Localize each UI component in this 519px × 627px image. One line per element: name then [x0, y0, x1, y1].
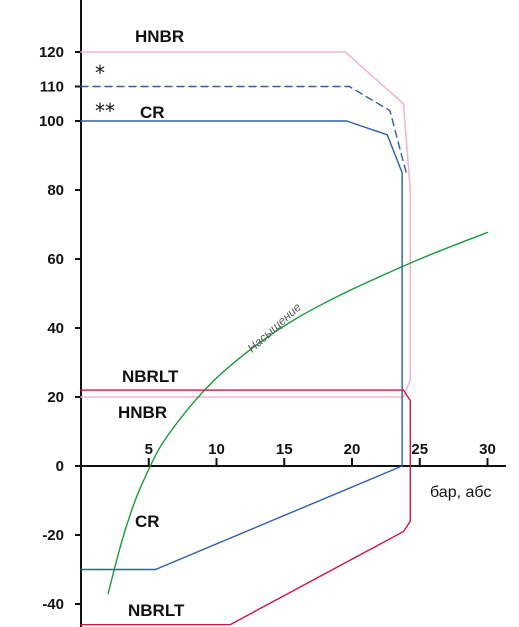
x-tick-label: 10	[208, 441, 225, 458]
label-layer: HNBR CR NBRLT HNBR CR NBRLT * ** бар, аб…	[95, 27, 491, 620]
x-tick-label: 25	[411, 441, 428, 458]
y-tick-label: 0	[56, 458, 64, 475]
x-tick-label: 20	[344, 441, 361, 458]
saturation-curve	[107, 231, 489, 595]
saturation-label: Насыщение	[245, 300, 304, 355]
x-tick-label: 15	[276, 441, 293, 458]
hnbr-bottom-label: HNBR	[118, 403, 167, 422]
nbrlt-curve	[80, 389, 411, 626]
y-tick-label: 110	[40, 79, 64, 96]
tick-layer: 120 110 100 80 60 40 20 0 -20 -40 5 10 15 20 25 30	[39, 44, 496, 613]
x-axis-title: бар, абс	[430, 484, 491, 501]
asterisk-single: *	[95, 61, 105, 85]
y-tick-label: 40	[47, 320, 64, 337]
y-tick-label: -40	[42, 596, 64, 613]
curve-layer	[80, 51, 489, 626]
cr-bottom-label: CR	[135, 512, 160, 531]
cr_dashed-curve	[80, 85, 407, 174]
y-tick-label: -20	[42, 527, 64, 544]
asterisk-double: **	[95, 99, 115, 123]
nbrlt-top-label: NBRLT	[122, 367, 179, 386]
y-tick-label: 120	[39, 44, 64, 61]
x-tick-label: 5	[145, 441, 153, 458]
hnbr-curve	[80, 51, 412, 398]
nbrlt-bottom-label: NBRLT	[128, 601, 185, 620]
cr-curve	[80, 120, 403, 571]
hnbr-top-label: HNBR	[135, 27, 184, 46]
y-tick-label: 20	[47, 389, 64, 406]
y-tick-label: 100	[39, 113, 64, 130]
y-tick-label: 60	[47, 251, 64, 268]
y-tick-label: 80	[47, 182, 64, 199]
cr-top-label: CR	[140, 103, 165, 122]
x-tick-label: 30	[479, 441, 496, 458]
